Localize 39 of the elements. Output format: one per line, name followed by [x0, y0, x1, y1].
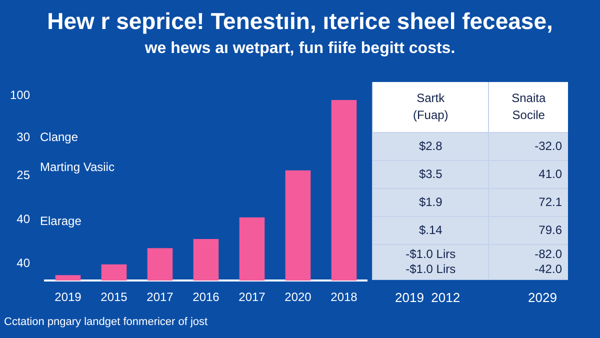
text: 2029: [528, 290, 557, 305]
text: $2.8: [372, 132, 489, 160]
text: $3.5: [372, 160, 489, 188]
text: 40: [16, 212, 30, 226]
x-tick-label: 2017: [238, 290, 266, 304]
text: Sartk (Fuap): [372, 82, 489, 132]
text: $1.9: [372, 188, 489, 216]
text: -82.0 -42.0: [488, 244, 568, 280]
bar: [101, 264, 127, 281]
text: -$1.0 Lirs -$1.0 Lirs: [372, 244, 489, 280]
text: 100: [8, 88, 30, 102]
chart-subtitle: we hews aı wetpart, fun fiife begitt costs.: [144, 40, 456, 58]
x-tick-label: 2016: [192, 290, 220, 304]
text: 2019 2012: [395, 290, 460, 305]
text: Snaita Socile: [488, 82, 568, 132]
bar: [239, 217, 265, 281]
text: 79.6: [488, 216, 568, 244]
text: Cctation pngary landget fonmericer of jost: [4, 316, 208, 328]
text: -32.0: [488, 132, 568, 160]
bar: [331, 100, 357, 281]
text: 40: [16, 256, 30, 270]
x-tick-label: 2019: [54, 290, 82, 304]
annotation: Clange: [40, 130, 78, 144]
annotation: Marting Vasiic: [40, 160, 114, 174]
text: 41.0: [488, 160, 568, 188]
text: $.14: [372, 216, 489, 244]
bar: [193, 239, 219, 281]
bar: [285, 170, 311, 281]
x-tick-label: 2020: [284, 290, 312, 304]
x-tick-label: 2015: [100, 290, 128, 304]
text: 25: [16, 168, 30, 182]
bar: [147, 248, 173, 281]
x-tick-label: 2017: [146, 290, 174, 304]
text: 30: [16, 130, 30, 144]
x-tick-label: 2018: [330, 290, 358, 304]
annotation: Elarage: [40, 214, 82, 228]
chart-title: Hew r seprice! Tenestıin, ıterice sheel fecease,: [46, 8, 554, 35]
text: 72.1: [488, 188, 568, 216]
bar: [55, 275, 81, 281]
